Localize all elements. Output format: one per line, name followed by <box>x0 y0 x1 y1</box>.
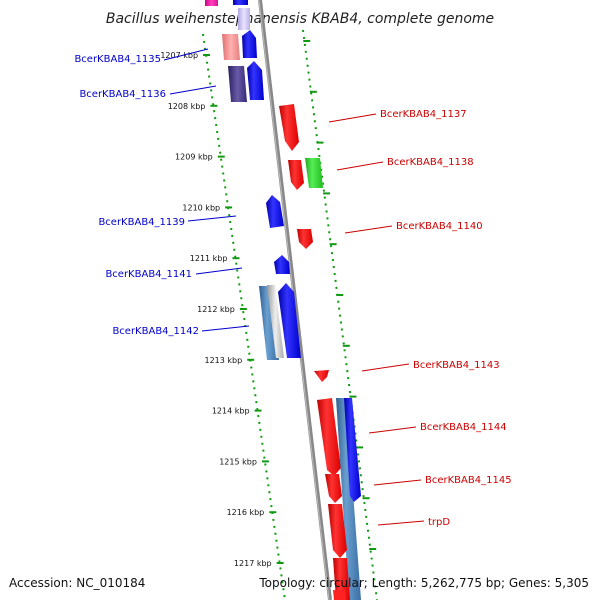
gene-1139-blue <box>266 195 284 228</box>
ruler-tick-label: 1207 kbp <box>160 51 198 60</box>
gene-1136-blue <box>247 61 264 100</box>
ruler-tick-label: 1216 kbp <box>227 508 265 517</box>
accession-text: Accession: NC_010184 <box>9 576 146 590</box>
inner-ruler <box>202 33 286 600</box>
left-labels: BcerKBAB4_1135 BcerKBAB4_1136 BcerKBAB4_… <box>74 54 199 337</box>
gene-1144-blue <box>344 398 361 502</box>
gene-1138-green <box>305 158 323 188</box>
label-trpd: trpD <box>428 517 450 528</box>
gene-1141-blue <box>274 255 290 274</box>
label-1143: BcerKBAB4_1143 <box>413 360 500 371</box>
leader-trpd <box>377 520 425 526</box>
gene-1142-blue <box>278 283 301 358</box>
label-leaders <box>163 48 425 526</box>
gene-trpd-red <box>328 504 347 558</box>
label-1144: BcerKBAB4_1144 <box>420 422 507 433</box>
topology-text: Topology: circular; Length: 5,262,775 bp… <box>259 576 589 590</box>
gene-red-bottom <box>333 558 350 600</box>
leader-1140 <box>344 225 393 234</box>
leader-1136 <box>169 85 217 95</box>
gene-1136-purple <box>228 66 247 102</box>
label-1139: BcerKBAB4_1139 <box>98 217 185 228</box>
ruler-tick-label: 1215 kbp <box>219 457 257 466</box>
gene-1142-grey <box>267 285 284 358</box>
gene-1135-pink <box>222 34 240 60</box>
gene-lavender <box>238 8 250 30</box>
leader-1139 <box>187 215 237 222</box>
label-1141: BcerKBAB4_1141 <box>105 269 192 280</box>
leader-1142 <box>201 325 250 332</box>
leader-1135 <box>163 48 209 61</box>
ruler-tick-label: 1210 kbp <box>182 203 220 212</box>
leader-1141 <box>195 267 243 275</box>
ruler-tick-label: 1214 kbp <box>212 407 250 416</box>
gene-1138-red <box>288 160 304 190</box>
label-1140: BcerKBAB4_1140 <box>396 221 483 232</box>
ruler-tick-label: 1217 kbp <box>234 559 272 568</box>
label-1142: BcerKBAB4_1142 <box>112 326 199 337</box>
leader-1137 <box>328 113 377 123</box>
gene-tracks <box>205 0 361 600</box>
label-1138: BcerKBAB4_1138 <box>387 157 474 168</box>
label-1135: BcerKBAB4_1135 <box>74 54 161 65</box>
ruler-ticks: 1207 kbp 1208 kbp 1209 kbp 1210 kbp 1211 kbp… <box>160 40 377 568</box>
ruler-tick-label: 1213 kbp <box>204 356 242 365</box>
leader-1143 <box>361 363 410 372</box>
label-1136: BcerKBAB4_1136 <box>79 89 166 100</box>
gene-1140-red <box>297 229 313 249</box>
ruler-tick-label: 1208 kbp <box>168 102 206 111</box>
outer-ruler <box>302 29 378 600</box>
gene-1144-steel <box>336 398 361 600</box>
gene-1145-red <box>325 474 342 503</box>
gene-red-bottom-2 <box>333 590 346 600</box>
ruler-tick-label: 1212 kbp <box>197 305 235 314</box>
genome-backbone <box>258 0 332 600</box>
label-1137: BcerKBAB4_1137 <box>380 109 467 120</box>
gene-magenta <box>205 0 218 6</box>
label-1145: BcerKBAB4_1145 <box>425 475 512 486</box>
gene-blue-top <box>233 0 248 5</box>
gene-1143-red <box>314 370 329 382</box>
ruler-tick-label: 1211 kbp <box>190 254 228 263</box>
gene-1144-red <box>317 398 341 476</box>
ruler-tick-label: 1209 kbp <box>175 153 213 162</box>
leader-1144 <box>368 426 417 434</box>
gene-1135-blue <box>242 30 257 58</box>
gene-1137-red <box>279 104 299 151</box>
leader-1138 <box>336 161 384 171</box>
genome-title: Bacillus weihenstephanensis KBAB4, compl… <box>106 11 494 27</box>
leader-1145 <box>373 479 422 486</box>
right-labels: BcerKBAB4_1137 BcerKBAB4_1138 BcerKBAB4_… <box>380 109 512 528</box>
